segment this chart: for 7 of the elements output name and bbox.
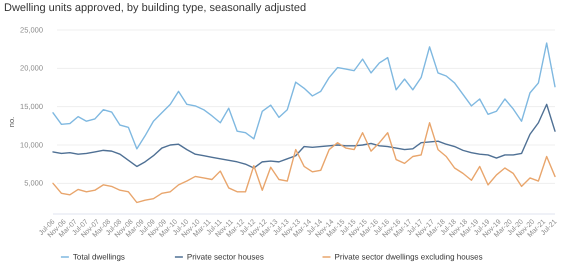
line-series [52, 42, 556, 150]
legend-label: Private sector dwellings excluding houses [334, 252, 483, 262]
chart-title: Dwelling units approved, by building type, seasonally adjusted [4, 2, 306, 14]
line-series [52, 104, 556, 169]
line-series [52, 122, 556, 204]
legend-label: Private sector houses [186, 252, 264, 262]
legend-label: Total dwellings [72, 252, 125, 262]
